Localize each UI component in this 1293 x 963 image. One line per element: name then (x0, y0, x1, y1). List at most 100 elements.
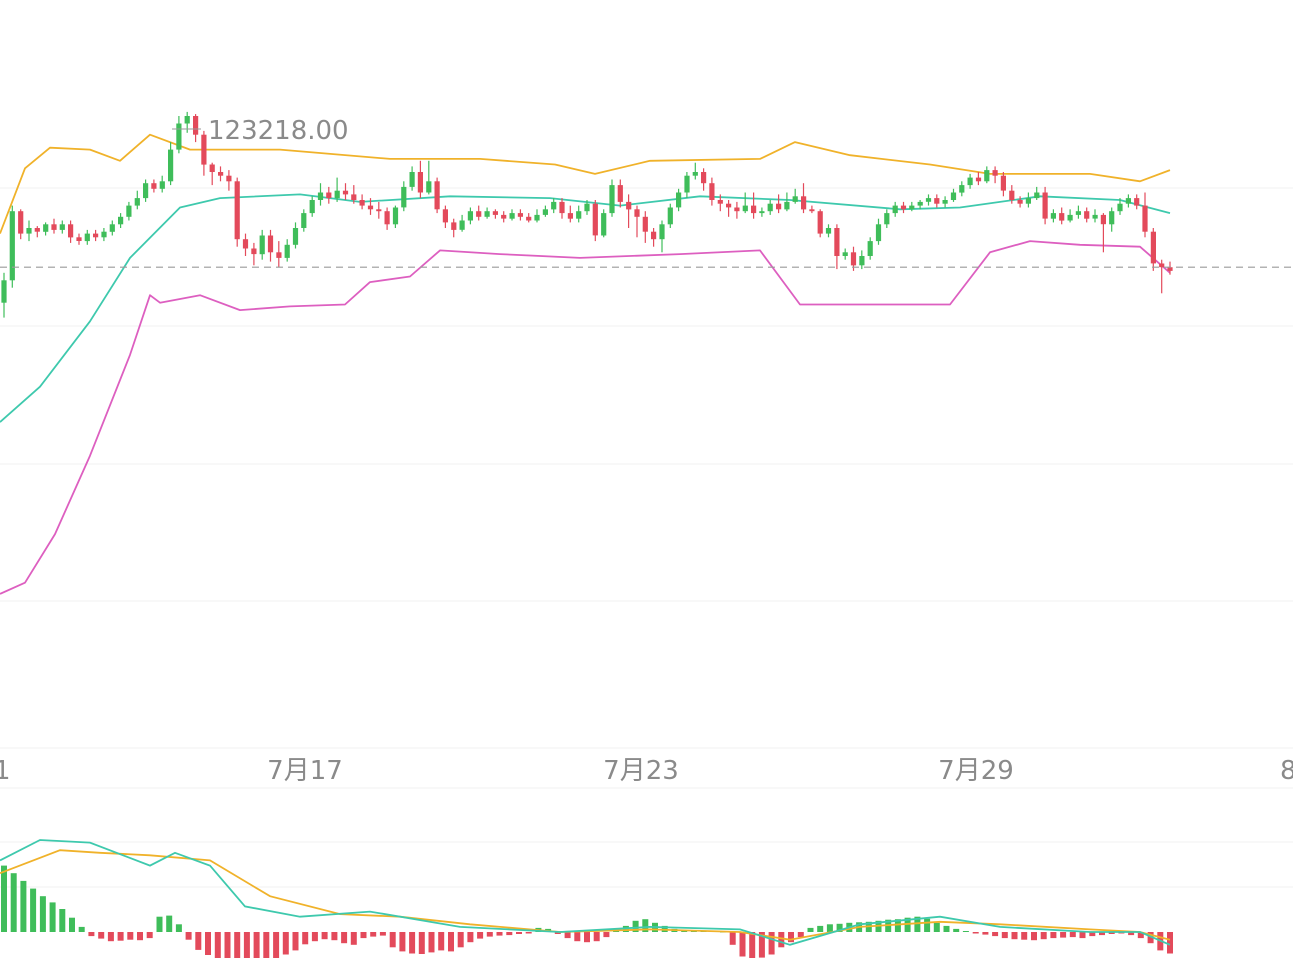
candle (1109, 207, 1115, 232)
candle (626, 194, 632, 228)
candle (392, 205, 399, 228)
candle (992, 166, 998, 184)
candle (9, 205, 15, 288)
candle (792, 188, 798, 204)
macd-bar (584, 932, 590, 943)
candle (825, 224, 832, 238)
macd-bar (729, 932, 736, 945)
macd-bar (943, 925, 950, 932)
candle-body (1159, 263, 1165, 268)
candle (1075, 205, 1081, 219)
candle-body (309, 200, 315, 214)
macd-bar (127, 932, 134, 940)
candle (476, 205, 482, 221)
candle-body (409, 172, 415, 187)
candle (742, 192, 748, 214)
candle (817, 209, 823, 238)
candle (259, 229, 265, 260)
candle-body (184, 116, 190, 124)
candle-body (801, 196, 807, 210)
candle (501, 211, 507, 223)
candle-body (242, 239, 249, 249)
candle (492, 209, 498, 219)
candle (401, 181, 407, 212)
macd-bar (807, 927, 814, 932)
candle-body (259, 235, 265, 255)
candle-body (501, 214, 507, 219)
candle (218, 166, 224, 182)
candle (526, 213, 532, 223)
candle-body (401, 186, 407, 208)
candle (484, 207, 490, 219)
candle (292, 222, 299, 249)
macd-bar (564, 932, 571, 939)
macd-bar (409, 932, 416, 954)
candle-body (884, 213, 890, 225)
candle-body (159, 181, 165, 189)
macd-bar (953, 928, 960, 932)
candle (776, 194, 782, 214)
candle (168, 142, 174, 186)
candle (76, 233, 82, 245)
macd-bar (554, 932, 561, 934)
macd-bar (486, 932, 493, 937)
candle-body (651, 231, 657, 240)
candle (767, 200, 773, 215)
macd-bar (632, 920, 639, 932)
candle-body (726, 203, 732, 208)
bollinger-bands (0, 133, 1171, 595)
macd-bar (1108, 932, 1115, 934)
candle (642, 211, 648, 243)
macd-bar (962, 931, 969, 932)
macd-bar (166, 915, 173, 932)
candle-body (1125, 198, 1131, 204)
candle-body (967, 177, 973, 186)
candle-body (384, 211, 390, 225)
candle (1092, 209, 1098, 223)
candle-body (101, 231, 107, 238)
candle-body (351, 194, 357, 200)
macd-bar (282, 932, 289, 955)
candle-body (792, 196, 798, 202)
candle (68, 220, 74, 243)
candle-body (634, 209, 640, 217)
candle (59, 220, 65, 234)
candle-body (684, 175, 690, 193)
macd-bar (467, 932, 474, 943)
candle (93, 229, 99, 242)
candle (900, 201, 907, 214)
candle-body (767, 203, 773, 212)
candle (892, 201, 898, 217)
candle (242, 233, 249, 256)
candle-body (925, 198, 932, 202)
candle (576, 205, 582, 223)
candle-body (84, 233, 90, 242)
candle-body (442, 209, 448, 223)
candle-body (642, 216, 648, 232)
macd-bar (457, 932, 464, 948)
macd-bar (78, 926, 85, 932)
candle-body (567, 213, 573, 219)
macd-bar (1167, 932, 1173, 954)
macd-bar (399, 932, 406, 952)
candle (726, 200, 732, 217)
candle-body (900, 205, 907, 210)
macd-bar (768, 932, 775, 955)
candle (534, 209, 540, 223)
candle (309, 196, 315, 217)
candle (234, 177, 240, 247)
candle (1142, 192, 1148, 238)
macd-bar (341, 932, 348, 944)
macd-bar (797, 932, 804, 938)
candles (1, 111, 1173, 318)
candle-body (459, 220, 465, 230)
candle (1084, 207, 1090, 223)
macd-bar (1050, 932, 1057, 939)
macd-bar (273, 932, 280, 958)
candle (959, 181, 965, 197)
candle-body (809, 209, 815, 212)
macd-bar (370, 932, 377, 937)
candle (1, 272, 7, 318)
